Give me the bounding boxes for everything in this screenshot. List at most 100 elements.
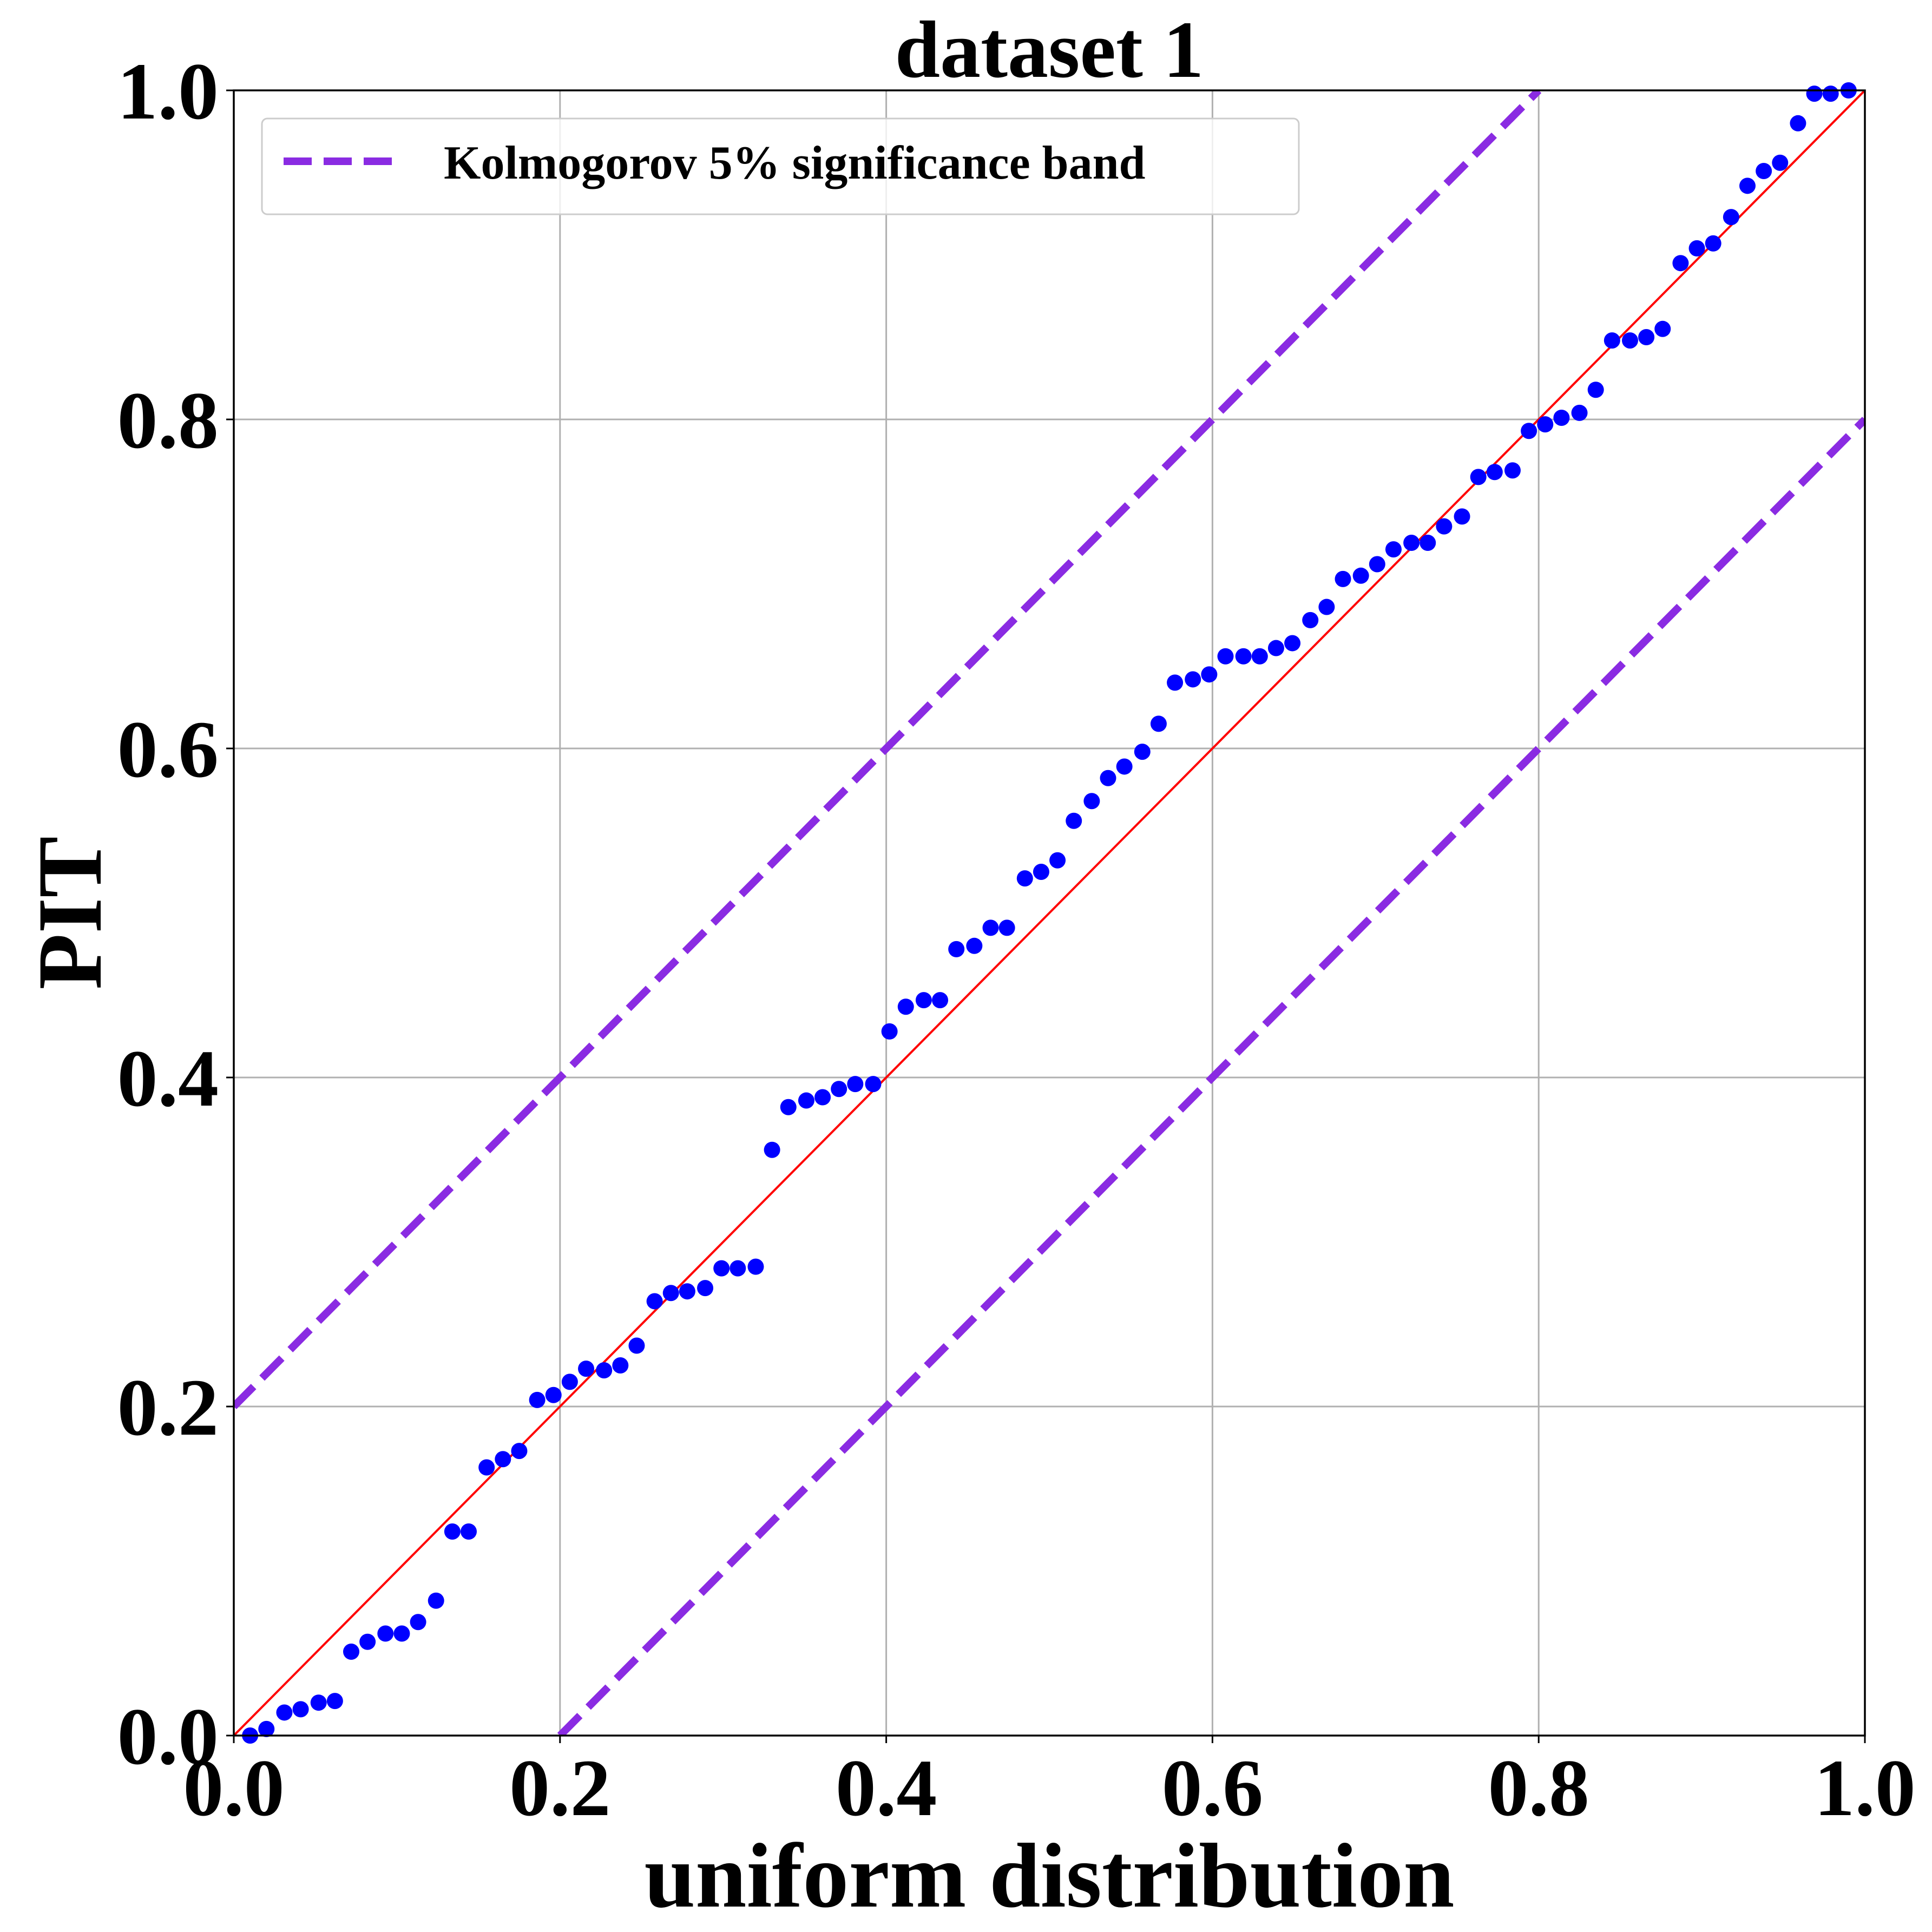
y-tick-label: 0.0 <box>117 1692 219 1782</box>
legend: Kolmogorov 5% significance band <box>261 117 1300 215</box>
data-point <box>1705 235 1721 252</box>
data-point <box>662 1285 679 1302</box>
y-tick-label: 1.0 <box>117 47 219 136</box>
x-tick-label: 0.6 <box>1162 1743 1264 1833</box>
data-point <box>1486 464 1503 481</box>
data-point <box>545 1386 562 1403</box>
data-point <box>1587 382 1604 398</box>
data-point <box>948 941 965 957</box>
data-point <box>646 1293 663 1310</box>
x-tick-label: 0.0 <box>183 1743 285 1833</box>
band-upper-line <box>234 90 1542 1409</box>
data-point <box>764 1141 780 1158</box>
data-point <box>1756 162 1772 179</box>
data-point <box>1066 812 1082 829</box>
data-point <box>1167 674 1184 691</box>
data-point <box>1217 648 1234 665</box>
data-point <box>561 1374 578 1390</box>
data-point <box>1537 416 1554 433</box>
data-point <box>410 1614 426 1631</box>
data-point <box>1723 209 1739 226</box>
data-point <box>1454 508 1470 525</box>
data-point <box>915 992 932 1009</box>
data-point <box>461 1523 477 1540</box>
data-point <box>1033 864 1049 880</box>
data-point <box>310 1694 327 1711</box>
data-point <box>343 1643 360 1660</box>
data-point <box>1688 240 1705 257</box>
data-point <box>1267 640 1284 656</box>
data-point <box>1436 518 1453 535</box>
x-tick-label: 1.0 <box>1814 1743 1916 1833</box>
data-point <box>780 1099 797 1115</box>
data-point <box>1403 535 1420 551</box>
data-point <box>1049 852 1066 869</box>
data-point <box>1638 329 1655 345</box>
data-point <box>1772 154 1789 171</box>
x-tick-label: 0.8 <box>1488 1743 1589 1833</box>
data-point <box>1318 599 1335 615</box>
data-point <box>1284 635 1301 652</box>
plot-area-frame <box>233 89 1866 1737</box>
data-point <box>1571 404 1588 421</box>
data-point <box>982 919 999 936</box>
data-point <box>897 998 914 1015</box>
data-point <box>932 992 949 1009</box>
x-tick-label: 0.2 <box>509 1743 611 1833</box>
data-point <box>428 1592 444 1609</box>
data-point <box>1604 332 1620 349</box>
data-point <box>747 1258 764 1275</box>
data-point <box>1385 541 1402 558</box>
data-point <box>1150 715 1167 732</box>
data-point <box>1100 770 1116 786</box>
data-point <box>359 1633 376 1650</box>
data-point <box>998 919 1015 936</box>
data-point <box>478 1459 495 1476</box>
data-point <box>847 1076 864 1093</box>
data-point <box>814 1089 831 1106</box>
plot-series <box>234 82 1865 1744</box>
data-point <box>1420 535 1436 551</box>
y-tick-label: 0.4 <box>117 1034 219 1123</box>
data-point <box>1116 758 1133 775</box>
data-point <box>1621 332 1638 349</box>
data-point <box>1016 870 1033 887</box>
data-point <box>1369 556 1385 573</box>
axis-ticks: 0.0 0.2 0.4 0.6 0.8 1.0 0.0 0.2 0.4 0.6 0.8 1.0 <box>117 47 1916 1833</box>
data-point <box>511 1443 528 1460</box>
data-point <box>596 1362 613 1379</box>
data-point <box>1185 671 1201 688</box>
data-point <box>1504 462 1521 479</box>
data-point <box>1201 666 1218 683</box>
data-point <box>679 1283 695 1300</box>
x-axis-title: uniform distribution <box>644 1825 1454 1927</box>
data-point <box>612 1357 629 1374</box>
data-point <box>697 1280 714 1297</box>
data-point <box>713 1260 730 1277</box>
data-point <box>1553 409 1570 426</box>
y-tick-label: 0.6 <box>117 705 219 794</box>
data-point <box>393 1625 410 1642</box>
data-point <box>529 1391 546 1408</box>
legend-label-band: Kolmogorov 5% significance band <box>444 137 1145 189</box>
chart-title: dataset 1 <box>895 5 1204 95</box>
data-point <box>1822 86 1839 102</box>
data-point <box>1083 793 1100 810</box>
data-point <box>831 1081 847 1098</box>
y-tick-label: 0.8 <box>117 376 219 465</box>
data-point <box>1806 86 1823 102</box>
data-point <box>1654 320 1671 337</box>
data-point <box>798 1092 814 1109</box>
data-point <box>865 1076 882 1093</box>
data-point <box>326 1693 343 1710</box>
data-point <box>377 1625 394 1642</box>
data-point <box>578 1361 595 1377</box>
data-point <box>292 1701 309 1718</box>
data-point <box>1235 648 1252 665</box>
y-tick-label: 0.2 <box>117 1363 219 1453</box>
data-point <box>444 1523 461 1540</box>
data-point <box>1134 744 1151 760</box>
legend-box <box>261 117 1300 215</box>
